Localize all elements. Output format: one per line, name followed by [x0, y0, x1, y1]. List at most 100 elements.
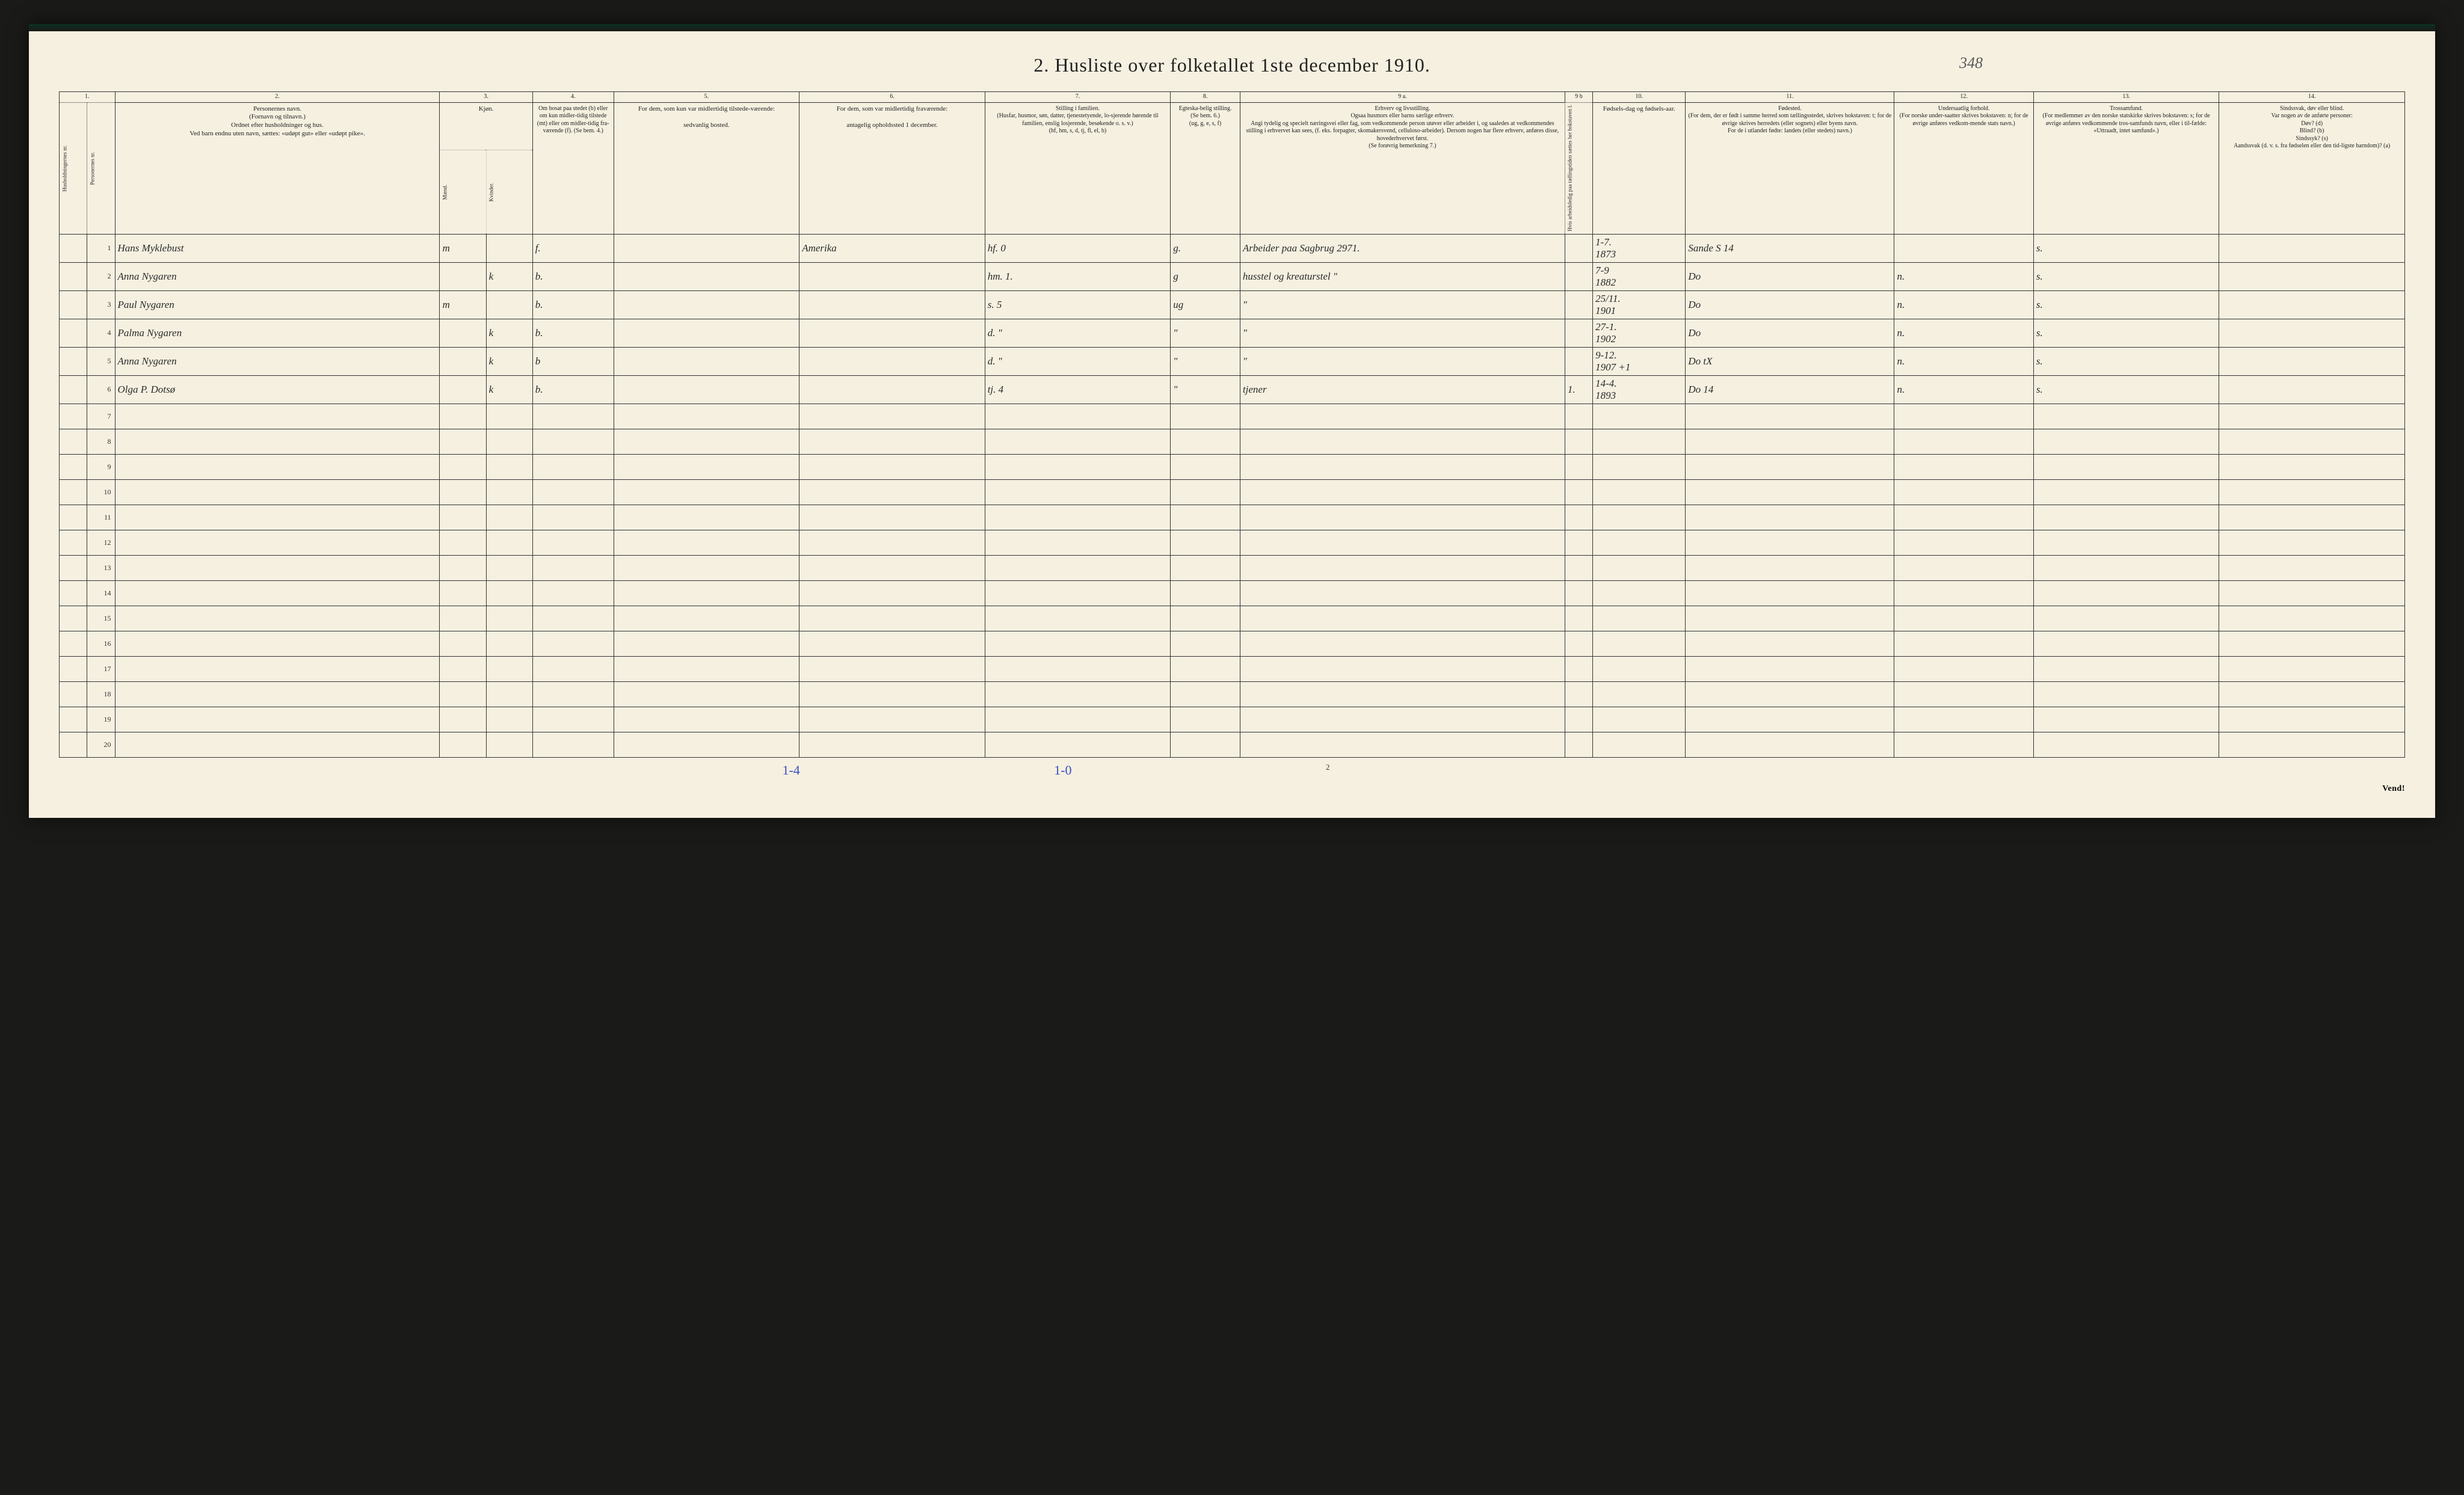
colnum-6: 6.	[799, 92, 985, 103]
cell	[115, 707, 440, 732]
cell: hm. 1.	[985, 262, 1171, 290]
cell: Do	[1686, 290, 1894, 319]
cell	[614, 262, 799, 290]
cell	[60, 606, 87, 631]
cell	[2033, 404, 2219, 429]
cell: k	[486, 347, 532, 375]
cell	[532, 479, 614, 505]
cell	[1565, 606, 1592, 631]
cell	[440, 375, 486, 404]
cell	[115, 530, 440, 555]
cell: n.	[1894, 347, 2033, 375]
table-row: 6Olga P. Dotsøkb.tj. 4"tjener1.14-4. 189…	[60, 375, 2405, 404]
census-table: 1. 2. 3. 4. 5. 6. 7. 8. 9 a. 9 b 10. 11.…	[59, 91, 2405, 758]
cell	[115, 732, 440, 757]
cell	[532, 454, 614, 479]
cell: 9	[87, 454, 115, 479]
cell	[1240, 631, 1565, 656]
cell: f.	[532, 234, 614, 262]
cell	[614, 234, 799, 262]
hdr-occupation: Erhverv og livsstilling. Ogsaa husmors e…	[1240, 102, 1565, 234]
cell	[2033, 479, 2219, 505]
cell	[1894, 234, 2033, 262]
cell	[1593, 631, 1686, 656]
table-row: 11	[60, 505, 2405, 530]
cell: Amerika	[799, 234, 985, 262]
cell: 7	[87, 404, 115, 429]
cell: husstel og kreaturstel "	[1240, 262, 1565, 290]
cell	[1894, 681, 2033, 707]
cell	[115, 580, 440, 606]
cell: b.	[532, 262, 614, 290]
table-row: 4Palma Nygarenkb.d. """27-1. 1902Don.s.	[60, 319, 2405, 347]
cell: b	[532, 347, 614, 375]
cell	[1565, 580, 1592, 606]
cell	[1686, 404, 1894, 429]
cell	[1171, 707, 1240, 732]
cell	[1593, 732, 1686, 757]
cell: 11	[87, 505, 115, 530]
cell	[532, 429, 614, 454]
cell: Palma Nygaren	[115, 319, 440, 347]
cell	[985, 404, 1171, 429]
cell	[1565, 347, 1592, 375]
colnum-11: 11.	[1686, 92, 1894, 103]
colnum-14: 14.	[2219, 92, 2405, 103]
cell	[1171, 555, 1240, 580]
cell: Hans Myklebust	[115, 234, 440, 262]
cell	[1593, 580, 1686, 606]
cell	[799, 681, 985, 707]
cell	[614, 656, 799, 681]
cell	[614, 681, 799, 707]
cell	[1686, 606, 1894, 631]
cell	[985, 732, 1171, 757]
cell	[1593, 606, 1686, 631]
table-row: 19	[60, 707, 2405, 732]
cell: 5	[87, 347, 115, 375]
cell	[115, 479, 440, 505]
colnum-8: 8.	[1171, 92, 1240, 103]
cell	[115, 505, 440, 530]
cell	[985, 429, 1171, 454]
cell	[440, 606, 486, 631]
cell	[1593, 479, 1686, 505]
cell	[486, 555, 532, 580]
table-row: 20	[60, 732, 2405, 757]
hdr-household-no: Husholdningernes nr.	[60, 102, 87, 234]
cell	[486, 479, 532, 505]
cell: d. "	[985, 319, 1171, 347]
cell	[1240, 707, 1565, 732]
cell	[1894, 530, 2033, 555]
cell: "	[1171, 375, 1240, 404]
cell	[2219, 707, 2405, 732]
cell	[60, 681, 87, 707]
cell: tjener	[1240, 375, 1565, 404]
cell	[1894, 732, 2033, 757]
cell: 27-1. 1902	[1593, 319, 1686, 347]
cell	[2219, 429, 2405, 454]
cell: 6	[87, 375, 115, 404]
cell	[1565, 555, 1592, 580]
cell	[799, 656, 985, 681]
cell	[614, 530, 799, 555]
cell	[799, 732, 985, 757]
cell	[1686, 479, 1894, 505]
table-row: 5Anna Nygarenkbd. """9-12. 1907 +1Do tXn…	[60, 347, 2405, 375]
cell	[799, 262, 985, 290]
cell: n.	[1894, 262, 2033, 290]
cell	[115, 606, 440, 631]
colnum-5: 5.	[614, 92, 799, 103]
cell	[985, 530, 1171, 555]
cell	[486, 454, 532, 479]
cell: k	[486, 319, 532, 347]
cell	[1686, 429, 1894, 454]
cell: m	[440, 290, 486, 319]
cell	[2219, 656, 2405, 681]
cell	[1565, 656, 1592, 681]
cell	[1565, 631, 1592, 656]
cell	[2219, 234, 2405, 262]
cell	[614, 707, 799, 732]
cell	[60, 479, 87, 505]
cell	[1565, 454, 1592, 479]
cell: Anna Nygaren	[115, 262, 440, 290]
